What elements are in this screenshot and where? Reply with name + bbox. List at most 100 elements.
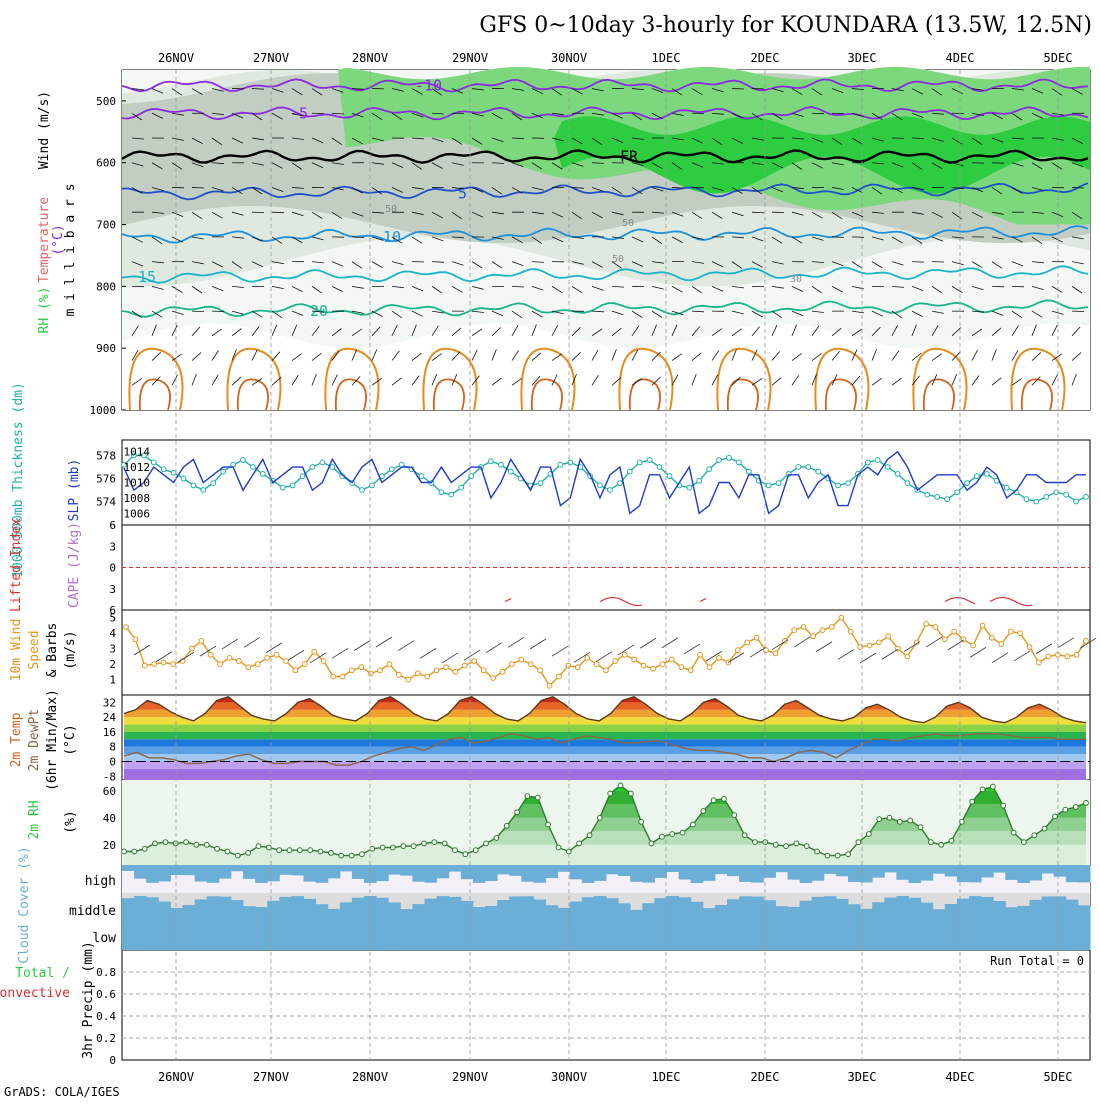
rh-point xyxy=(629,791,634,796)
wind-speed-point xyxy=(397,673,402,678)
cloud-low-bar xyxy=(122,898,135,950)
thickness-point xyxy=(489,459,494,464)
frame-precip xyxy=(122,950,1090,1060)
bottom-date-tick: 5DEC xyxy=(1044,1070,1073,1084)
wind-speed-point xyxy=(886,634,891,639)
surface-wind-barb xyxy=(332,648,348,658)
rh-point xyxy=(877,817,882,822)
cloud-high-bar xyxy=(751,865,764,883)
cloud-high-bar xyxy=(558,865,571,872)
rh-point xyxy=(266,845,271,850)
wind-speed-point xyxy=(820,628,825,633)
rh-point xyxy=(132,849,137,854)
cloud-high-bar xyxy=(703,865,716,881)
rh-point xyxy=(970,799,975,804)
thickness-point xyxy=(707,467,712,472)
cloud-high-bar xyxy=(727,865,740,876)
temp-label-3: (6hr Min/Max) xyxy=(45,689,60,791)
wind-speed-point xyxy=(528,662,533,667)
wind-label-2: Speed xyxy=(27,630,42,669)
rh-point xyxy=(391,845,396,850)
cloud-high-bar xyxy=(654,865,667,878)
cloud-high-bar xyxy=(1005,865,1018,880)
bottom-date-tick: 26NOV xyxy=(158,1070,194,1084)
li-segment xyxy=(700,599,706,602)
cloud-high-bar xyxy=(933,865,946,874)
wind-speed-point xyxy=(538,668,543,673)
cape-label: CAPE (J/kg) xyxy=(67,522,82,608)
wind-speed-point xyxy=(632,657,637,662)
rh-point xyxy=(784,844,789,849)
rh-point xyxy=(887,815,892,820)
rh-point xyxy=(308,848,313,853)
cloud-low-bar xyxy=(158,902,171,950)
rh-point xyxy=(639,819,644,824)
surface-wind-barb xyxy=(354,641,370,651)
rh-point xyxy=(463,852,468,857)
cloud-low-bar xyxy=(509,897,522,951)
cloud-high-bar xyxy=(437,865,450,878)
thickness-point xyxy=(499,462,504,467)
wind-speed-point xyxy=(613,659,618,664)
precip-tick: 0.2 xyxy=(96,1032,116,1045)
thickness-point xyxy=(895,472,900,477)
rh-unit: (%) xyxy=(63,810,78,833)
thickness-tick: 578 xyxy=(96,450,116,463)
surface-wind-barb xyxy=(222,639,238,649)
cloud-low-bar xyxy=(231,900,244,950)
surface-wind-barb xyxy=(552,646,568,656)
wind-speed-point xyxy=(933,625,938,630)
wind-speed-point xyxy=(566,663,571,668)
cloud-low-bar xyxy=(860,909,873,950)
temp-band xyxy=(122,762,1090,769)
cloud-high-bar xyxy=(243,865,256,879)
temp-band xyxy=(122,747,1090,754)
cloud-low-bar xyxy=(981,897,994,950)
rh-point xyxy=(670,832,675,837)
rh-point xyxy=(711,798,716,803)
cloud-high-bar xyxy=(1054,865,1067,877)
wind-speed-point xyxy=(707,665,712,670)
cloud-high-bar xyxy=(884,865,897,872)
pressure-tick: 900 xyxy=(96,342,116,355)
wind-tick: 3 xyxy=(109,643,116,656)
surface-wind-barb xyxy=(178,652,194,662)
thickness-point xyxy=(419,474,424,479)
rh-contour-label: 50 xyxy=(622,218,634,229)
wind-speed-point xyxy=(387,662,392,667)
wind-speed-point xyxy=(199,639,204,644)
wind-speed-point xyxy=(698,652,703,657)
thickness-point xyxy=(905,481,910,486)
cloud-high-bar xyxy=(388,865,401,875)
rh-point xyxy=(753,840,758,845)
wind-barb xyxy=(192,311,204,312)
rh-point xyxy=(980,787,985,792)
cloud-low-bar xyxy=(800,901,813,950)
rh-point xyxy=(494,836,499,841)
wind-speed-point xyxy=(792,628,797,633)
thickness-point xyxy=(1024,497,1029,502)
cloud-low-bar xyxy=(146,897,159,950)
cloud-low-bar xyxy=(667,896,680,950)
thickness-point xyxy=(875,458,880,463)
rh-point xyxy=(235,853,240,858)
surface-wind-barb xyxy=(750,647,766,657)
rh-point xyxy=(225,849,230,854)
li-segment xyxy=(990,597,1032,605)
cloud-low-bar xyxy=(1030,900,1043,950)
cloud-high-bar xyxy=(328,865,341,878)
precip-tick: 0.4 xyxy=(96,1010,116,1023)
rh-point xyxy=(846,852,851,857)
cloud-high-bar xyxy=(872,865,885,878)
cloud-low-bar xyxy=(715,905,728,950)
rh-point xyxy=(866,832,871,837)
surface-wind-barb xyxy=(970,647,986,657)
bottom-date-tick: 29NOV xyxy=(452,1070,488,1084)
wind-speed-point xyxy=(877,640,882,645)
wind-speed-point xyxy=(510,662,515,667)
slp-line xyxy=(124,452,1086,514)
temp-band xyxy=(122,739,1090,746)
